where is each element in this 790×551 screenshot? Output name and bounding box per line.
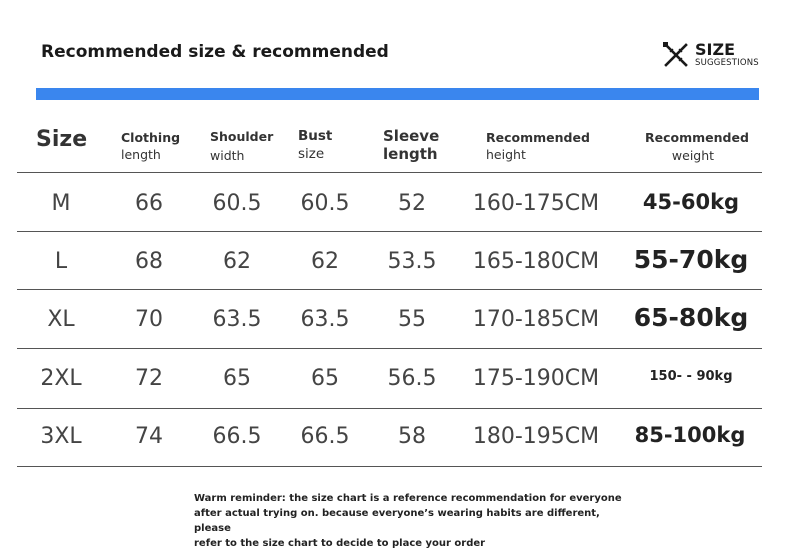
header-sleeve-length-line2: length (383, 145, 438, 163)
cell-recommended-weight: 150- - 90kg (649, 369, 733, 384)
cell-size: 2XL (40, 366, 82, 391)
header-clothing-length-line1: Clothing (121, 130, 181, 145)
cell-clothing-length: 68 (135, 249, 163, 274)
cell-sleeve-length: 52 (398, 191, 426, 216)
cell-recommended-weight: 65-80kg (633, 303, 749, 332)
cell-recommended-height: 180-195CM (472, 424, 600, 449)
row-divider (17, 466, 762, 467)
accent-bar (36, 88, 759, 100)
header-bust-size-line2: size (298, 146, 325, 162)
page-title: Recommended size & recommended (41, 42, 389, 62)
cell-recommended-weight: 55-70kg (633, 245, 749, 274)
header-recommended-weight-line2: weight (671, 148, 715, 163)
cell-sleeve-length: 55 (398, 307, 426, 332)
cell-bust-size: 65 (311, 366, 339, 391)
ruler-pencil-icon (663, 42, 688, 67)
logo-text-suggestions: SUGGESTIONS (695, 58, 759, 68)
cell-shoulder-width: 62 (223, 249, 251, 274)
cell-shoulder-width: 60.5 (212, 191, 262, 216)
note-line: Warm reminder: the size chart is a refer… (194, 493, 622, 504)
cell-sleeve-length: 56.5 (387, 366, 437, 391)
header-bust-size-line1: Bust (298, 128, 333, 144)
cell-recommended-height: 160-175CM (472, 191, 600, 216)
header-bust-size: Bust size (298, 128, 332, 163)
header-sleeve-length: Sleeve length (383, 127, 439, 163)
cell-size: XL (47, 307, 75, 332)
header-recommended-weight: Recommended weight (645, 129, 749, 164)
note-line: refer to the size chart to decide to pla… (194, 538, 486, 549)
cell-bust-size: 60.5 (300, 191, 350, 216)
header-clothing-length: Clothing length (121, 129, 180, 163)
cell-clothing-length: 66 (135, 191, 163, 216)
row-divider (17, 289, 762, 290)
cell-recommended-height: 165-180CM (472, 249, 600, 274)
row-divider (17, 348, 762, 349)
cell-clothing-length: 70 (135, 307, 163, 332)
note-line: after actual trying on. because everyone… (194, 508, 600, 534)
header-shoulder-width-line1: Shoulder (210, 129, 274, 144)
cell-clothing-length: 74 (135, 424, 163, 449)
cell-bust-size: 63.5 (300, 307, 350, 332)
cell-recommended-weight: 45-60kg (642, 190, 740, 214)
cell-size: L (54, 249, 68, 274)
header-recommended-height: Recommended height (486, 129, 590, 163)
warm-reminder-note: Warm reminder: the size chart is a refer… (194, 491, 634, 551)
cell-bust-size: 62 (311, 249, 339, 274)
header-shoulder-width-line2: width (210, 148, 245, 163)
cell-shoulder-width: 65 (223, 366, 251, 391)
cell-sleeve-length: 53.5 (387, 249, 437, 274)
cell-size: 3XL (40, 424, 82, 449)
header-clothing-length-line2: length (121, 147, 161, 162)
row-divider (17, 172, 762, 173)
cell-recommended-weight: 85-100kg (634, 423, 746, 447)
header-recommended-height-line1: Recommended (486, 130, 590, 145)
cell-clothing-length: 72 (135, 366, 163, 391)
row-divider (17, 408, 762, 409)
header-recommended-weight-line1: Recommended (645, 130, 749, 145)
cell-size: M (51, 191, 71, 216)
cell-sleeve-length: 58 (398, 424, 426, 449)
cell-shoulder-width: 63.5 (212, 307, 262, 332)
header-sleeve-length-line1: Sleeve (383, 127, 440, 145)
header-size: Size (36, 127, 88, 152)
logo-text-size: SIZE (695, 40, 736, 59)
row-divider (17, 231, 762, 232)
cell-bust-size: 66.5 (300, 424, 350, 449)
header-recommended-height-line2: height (486, 147, 526, 162)
cell-shoulder-width: 66.5 (212, 424, 262, 449)
cell-recommended-height: 170-185CM (472, 307, 600, 332)
size-suggestions-logo: SIZE SUGGESTIONS (662, 40, 772, 72)
cell-recommended-height: 175-190CM (472, 366, 600, 391)
header-shoulder-width: Shoulder width (210, 128, 273, 164)
